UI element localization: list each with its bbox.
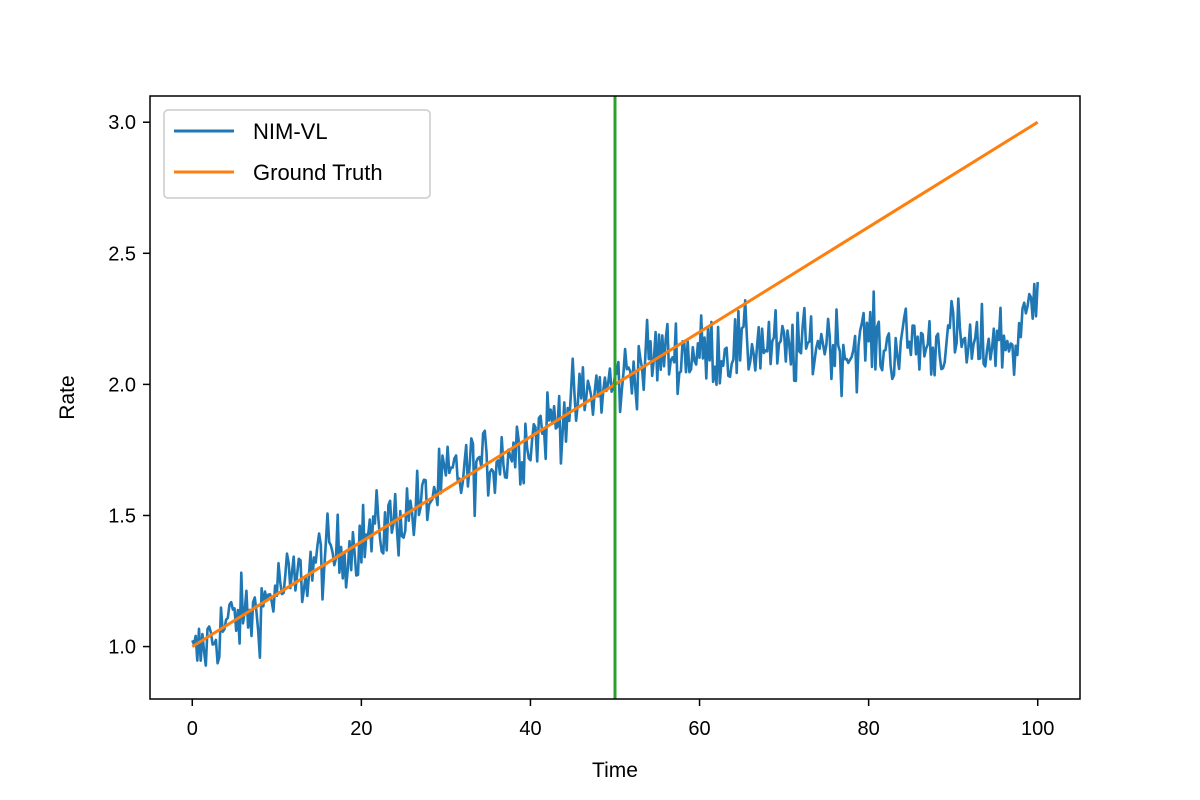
x-tick-label: 80	[858, 718, 880, 740]
y-axis-label: Rate	[56, 375, 79, 419]
lines-layer	[191, 96, 1039, 699]
x-ticks: 0 20 40 60 80 100	[187, 699, 1054, 740]
x-tick-label: 60	[688, 718, 710, 740]
y-tick-label: 2.5	[108, 243, 136, 265]
x-tick-label: 40	[519, 718, 541, 740]
x-tick-label: 100	[1021, 718, 1054, 740]
y-tick-label: 1.5	[108, 505, 136, 527]
legend-label-nim-vl: NIM-VL	[253, 119, 328, 144]
plot-area	[191, 96, 1039, 699]
x-tick-label: 0	[187, 718, 198, 740]
legend-label-ground-truth: Ground Truth	[253, 160, 383, 185]
legend: NIM-VL Ground Truth	[163, 109, 431, 199]
y-ticks: 1.0 1.5 2.0 2.5 3.0	[108, 112, 150, 659]
y-tick-label: 2.0	[108, 374, 136, 396]
y-tick-label: 1.0	[108, 637, 136, 659]
x-axis-label: Time	[592, 759, 638, 782]
axes-frame	[149, 95, 1081, 700]
x-tick-label: 20	[350, 718, 372, 740]
y-tick-label: 3.0	[108, 112, 136, 134]
